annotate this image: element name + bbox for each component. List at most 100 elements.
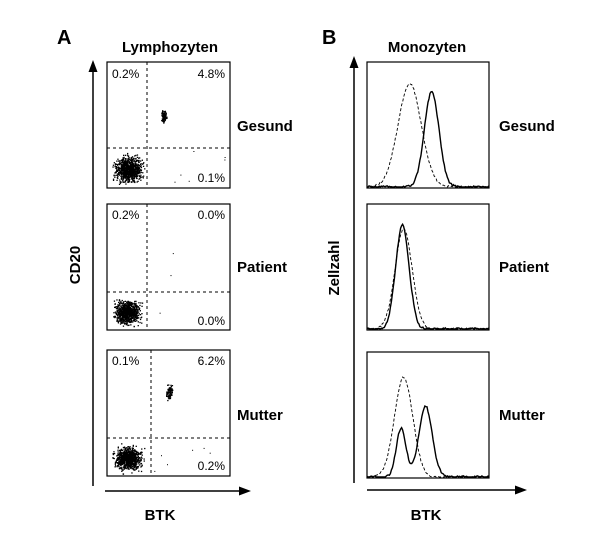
- cell-dot: [127, 159, 129, 161]
- cell-dot: [129, 301, 131, 303]
- cell-dot: [163, 113, 165, 115]
- cell-dot: [139, 310, 141, 312]
- cell-dot: [134, 300, 136, 303]
- cell-dot: [126, 452, 128, 454]
- cell-dot: [140, 171, 142, 174]
- cell-dot: [124, 467, 126, 469]
- cell-dot: [127, 316, 129, 318]
- cell-dot: [136, 171, 139, 174]
- cell-dot: [120, 467, 122, 469]
- cell-dot: [133, 179, 135, 182]
- cell-dot: [128, 447, 130, 449]
- cell-dot: [123, 167, 125, 169]
- cell-dot: [131, 165, 133, 168]
- cell-dot: [135, 464, 137, 466]
- cell-dot: [121, 169, 123, 171]
- cell-dot: [180, 174, 182, 176]
- panel-b-x-axis-label: BTK: [411, 507, 442, 524]
- cell-dot: [128, 310, 130, 312]
- cell-dot: [117, 462, 120, 464]
- cell-dot: [131, 450, 133, 452]
- cell-dot: [126, 323, 128, 325]
- cell-dot: [131, 458, 134, 460]
- cell-dot: [128, 168, 130, 170]
- cell-dot: [120, 457, 122, 459]
- cell-dot: [128, 304, 130, 306]
- cell-dot: [135, 173, 138, 176]
- cell-dot: [136, 466, 138, 468]
- cell-dot: [121, 159, 123, 161]
- cell-dot: [140, 466, 142, 468]
- cell-dot: [136, 450, 138, 453]
- cell-dot: [116, 465, 119, 467]
- cell-dot: [133, 469, 135, 471]
- cell-dot: [133, 319, 136, 321]
- cell-dot: [116, 459, 118, 461]
- cell-dot: [124, 304, 127, 307]
- cell-dot: [121, 458, 123, 460]
- cell-dot: [137, 325, 139, 327]
- cell-dot: [132, 303, 134, 305]
- cell-dot: [118, 310, 120, 313]
- cell-dot: [137, 317, 139, 319]
- cell-dot: [124, 322, 126, 324]
- cell-dot: [119, 312, 121, 314]
- cell-dot: [169, 387, 171, 389]
- cell-dot: [114, 462, 117, 464]
- cell-dot: [132, 463, 134, 466]
- cell-dot: [132, 457, 134, 459]
- cell-dot: [117, 166, 119, 169]
- cell-dot: [128, 301, 130, 303]
- cell-dot: [129, 160, 131, 162]
- cell-dot: [117, 168, 119, 171]
- cell-dot: [126, 467, 129, 469]
- cell-dot: [164, 120, 166, 122]
- cell-dot: [124, 312, 127, 314]
- cell-dot: [128, 156, 130, 159]
- cell-dot: [164, 114, 166, 117]
- cell-dot: [124, 454, 127, 456]
- cell-dot: [140, 176, 142, 179]
- cell-dot: [128, 313, 130, 315]
- cell-dot: [130, 454, 132, 456]
- cell-dot: [123, 447, 125, 449]
- cell-dot: [127, 446, 130, 448]
- cell-dot: [134, 169, 136, 171]
- cell-dot: [132, 164, 134, 167]
- cell-dot: [166, 393, 168, 395]
- cell-dot: [127, 460, 129, 462]
- cell-dot: [130, 169, 132, 171]
- cell-dot: [116, 179, 118, 181]
- cell-dot: [162, 121, 165, 123]
- cell-dot: [139, 452, 142, 454]
- cell-dot: [142, 165, 145, 167]
- cell-dot: [121, 166, 123, 168]
- cell-dot: [134, 320, 136, 322]
- cell-dot: [139, 464, 141, 466]
- cell-dot: [128, 179, 130, 181]
- cell-dot: [119, 179, 121, 181]
- cell-dot: [130, 175, 133, 177]
- cell-dot: [127, 171, 129, 173]
- quadrant-upper-right-percent: 4.8%: [198, 67, 226, 81]
- cell-dot: [135, 459, 137, 461]
- cell-dot: [164, 118, 166, 120]
- cell-dot: [135, 170, 137, 172]
- cell-dot: [131, 168, 133, 170]
- cell-dot: [121, 310, 124, 313]
- cell-dot: [127, 301, 130, 303]
- cell-dot: [132, 467, 134, 470]
- cell-dot: [113, 175, 115, 177]
- cell-dot: [123, 455, 125, 458]
- cell-dot: [120, 310, 122, 312]
- cell-dot: [117, 305, 120, 307]
- cell-dot: [118, 465, 120, 468]
- cell-dot: [133, 460, 135, 462]
- cell-dot: [141, 176, 143, 178]
- cell-dot: [115, 174, 117, 177]
- cell-dot: [126, 313, 128, 315]
- cell-dot: [130, 163, 132, 165]
- cell-dot: [136, 305, 138, 307]
- cell-dot: [122, 157, 124, 159]
- cell-dot: [120, 305, 122, 307]
